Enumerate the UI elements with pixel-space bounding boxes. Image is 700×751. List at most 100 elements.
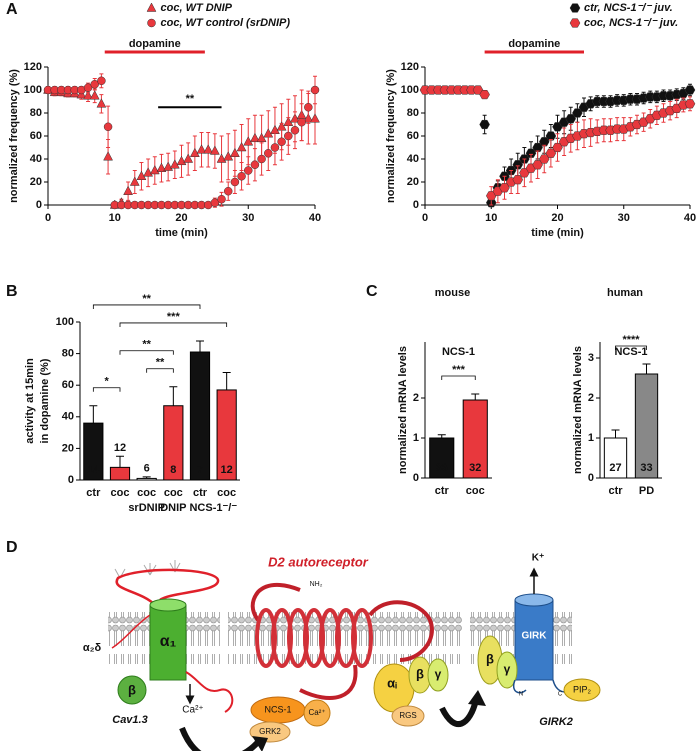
sample-size: 27 <box>609 462 621 474</box>
sample-size: 12 <box>221 464 233 476</box>
diagram-label: αᵢ <box>387 675 397 690</box>
x-tick-label: coc <box>111 487 130 499</box>
panel-label: C <box>366 283 378 300</box>
x-tick-label: coc <box>466 485 485 497</box>
marker <box>264 149 273 158</box>
bar <box>189 351 211 481</box>
diagram-label: NCS-1 <box>264 704 291 714</box>
pathway-diagram: α₂δ α₁ β Cav1.3 Ca²⁺ D2 autoreceptor NH₂… <box>83 553 601 751</box>
marker <box>611 124 623 134</box>
marker <box>250 160 260 169</box>
sample-size: 32 <box>469 462 481 474</box>
x-axis-title: time (min) <box>531 227 584 239</box>
diagram-label: γ <box>435 667 442 681</box>
annotation-label: ** <box>186 93 195 105</box>
x-tick-label: 40 <box>684 212 696 224</box>
marker <box>426 85 437 95</box>
d2-loops <box>299 600 434 700</box>
y-tick-label: 20 <box>407 176 419 188</box>
g-gamma <box>496 651 518 689</box>
marker <box>611 95 623 105</box>
x-tick-label: 0 <box>45 212 51 224</box>
chart-title: NCS-1 <box>442 346 475 358</box>
marker <box>196 144 207 154</box>
diagram-label: α₁ <box>160 633 177 650</box>
marker <box>147 18 156 28</box>
y-axis-title: normalized frequency (%) <box>385 69 397 203</box>
marker <box>479 119 490 130</box>
x-tick-label: coc <box>164 487 183 499</box>
y-tick-label: 40 <box>62 411 74 423</box>
marker <box>146 2 157 12</box>
diagram-label: NH₂ <box>310 581 323 588</box>
marker <box>297 117 306 127</box>
legend-label: coc, WT control (srDNIP) <box>161 17 291 29</box>
sample-size: 36 <box>436 462 448 474</box>
marker <box>136 170 147 180</box>
x-tick-label: 30 <box>618 212 630 224</box>
marker <box>90 80 99 89</box>
y-tick-label: 80 <box>407 107 419 119</box>
alpha1-top <box>149 598 187 612</box>
diagram-label: GIRK2 <box>539 716 573 728</box>
girk-channel <box>514 599 554 681</box>
x-tick-label: 40 <box>309 212 321 224</box>
y-tick-label: 2 <box>413 392 419 404</box>
significance-label: ** <box>142 339 151 351</box>
marker <box>83 90 93 100</box>
y-tick-label: 80 <box>62 348 74 360</box>
marker <box>229 147 240 157</box>
y-tick-label: 100 <box>24 84 42 96</box>
significance-label: **** <box>622 334 640 346</box>
x-tick-label: ctr <box>193 487 208 499</box>
arrow <box>179 726 261 751</box>
significance-label: ** <box>156 357 165 369</box>
significance-bracket <box>92 304 201 309</box>
marker <box>270 143 280 152</box>
marker <box>310 113 320 123</box>
panel-subtitle: human <box>607 287 643 299</box>
y-tick-label: 2 <box>588 392 594 404</box>
x-tick-label: 30 <box>242 212 254 224</box>
arrow <box>439 699 479 727</box>
beta-subunit <box>117 675 147 705</box>
x-tick-label: 10 <box>109 212 121 224</box>
x-tick-label: PD <box>639 485 654 497</box>
y-tick-label: 20 <box>62 442 74 454</box>
marker <box>210 198 220 207</box>
x-tick-label: 20 <box>551 212 563 224</box>
y-tick-label: 60 <box>30 130 42 142</box>
bar <box>603 437 628 479</box>
bar <box>216 389 237 481</box>
panel-label: B <box>6 283 18 300</box>
marker <box>598 125 610 135</box>
y-axis-title: normalized frequency (%) <box>8 69 20 203</box>
marker <box>230 177 240 187</box>
sample-size: 7 <box>197 464 203 476</box>
y-tick-label: 120 <box>24 61 42 73</box>
y-tick-label: 0 <box>36 199 42 211</box>
significance-bracket <box>119 322 228 327</box>
marker <box>439 85 451 95</box>
error-bar <box>116 455 124 468</box>
marker <box>277 137 286 146</box>
y-tick-label: 100 <box>401 84 419 96</box>
marker <box>459 85 471 95</box>
marker <box>591 96 603 107</box>
marker <box>644 92 656 102</box>
group-label: srDNIP <box>128 502 165 514</box>
y-tick-label: 0 <box>413 472 419 484</box>
error-bar <box>437 434 446 438</box>
x-tick-label: coc <box>137 487 156 499</box>
d2-helices <box>255 608 373 668</box>
marker <box>479 90 490 100</box>
marker <box>545 131 557 141</box>
y-axis-title: in dopamine (%) <box>39 358 51 443</box>
diagram-label: N <box>519 692 523 698</box>
girk-top <box>514 593 554 607</box>
sample-size: 8 <box>170 464 176 476</box>
marker <box>83 83 93 92</box>
legend-label: coc, NCS-1⁻/⁻ juv. <box>584 17 678 29</box>
rgs <box>391 705 425 727</box>
